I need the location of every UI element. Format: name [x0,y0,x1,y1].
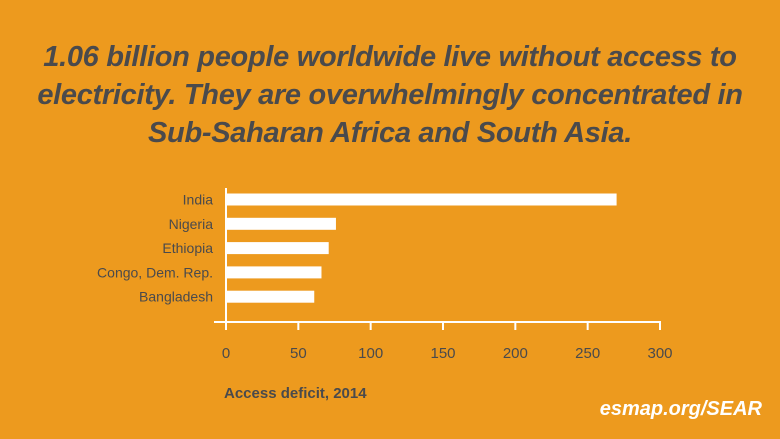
source-link[interactable]: esmap.org/SEAR [599,398,762,420]
category-label: Bangladesh [139,289,213,305]
x-tick-label: 150 [430,345,455,362]
category-label: Ethiopia [162,240,213,256]
x-tick-label: 300 [647,345,672,362]
bar-nigeria [226,217,336,230]
x-tick-label: 0 [222,345,230,362]
x-tick-label: 250 [575,345,600,362]
category-label: India [183,192,214,208]
category-labels: India Nigeria Ethiopia Congo, Dem. Rep. Bang… [97,192,213,305]
bar-india [226,193,617,206]
bar-ethiopia [226,242,329,255]
bars-layer [226,193,617,303]
x-axis: 0 50 100 150 200 250 300 [214,188,673,362]
category-label: Nigeria [169,216,214,232]
x-axis-label: Access deficit, 2014 [224,385,367,402]
x-tick-label: 100 [358,345,383,362]
x-tick-label: 200 [503,345,528,362]
headline: 1.06 billion people worldwide live witho… [37,41,743,149]
bar-congo-dem-rep [226,266,322,279]
category-label: Congo, Dem. Rep. [97,264,213,280]
x-tick-label: 50 [290,345,307,362]
bar-bangladesh [226,290,315,303]
